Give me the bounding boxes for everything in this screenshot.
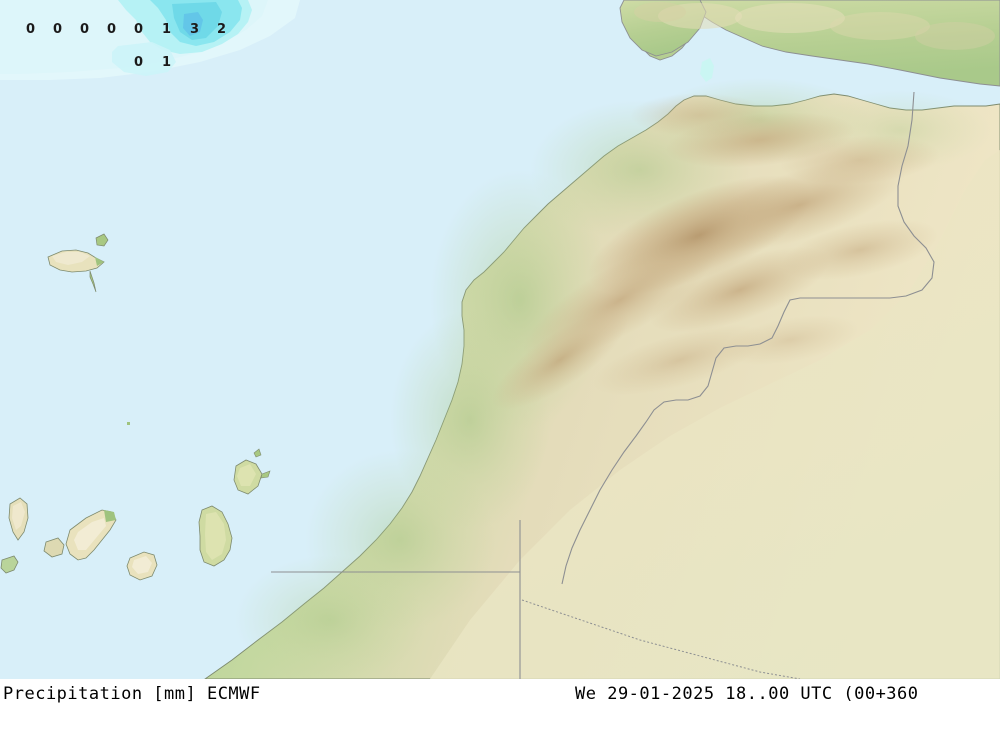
precip-value: 1 (162, 55, 172, 70)
precip-value: 0 (107, 22, 117, 37)
precipitation-overlay (0, 0, 300, 80)
page-title: Precipitation [mm] ECMWF (3, 684, 261, 704)
canary-islands (0, 422, 271, 581)
madeira-islands (47, 233, 109, 293)
precip-value: 0 (134, 55, 144, 70)
terrain-layer (0, 0, 1000, 679)
precip-value: 0 (134, 22, 144, 37)
precip-value: 2 (217, 22, 227, 37)
precip-value: 0 (80, 22, 90, 37)
precip-value: 0 (26, 22, 36, 37)
precip-value: 0 (53, 22, 63, 37)
precip-value: 3 (190, 22, 200, 37)
forecast-run-stamp: We 29-01-2025 18..00 UTC (00+360 (575, 684, 919, 704)
legend-footer: Precipitation [mm] ECMWF We 29-01-2025 1… (0, 679, 1000, 733)
precip-value: 1 (162, 22, 172, 37)
map-canvas[interactable]: 0 0 0 0 0 1 3 2 0 1 (0, 0, 1000, 679)
